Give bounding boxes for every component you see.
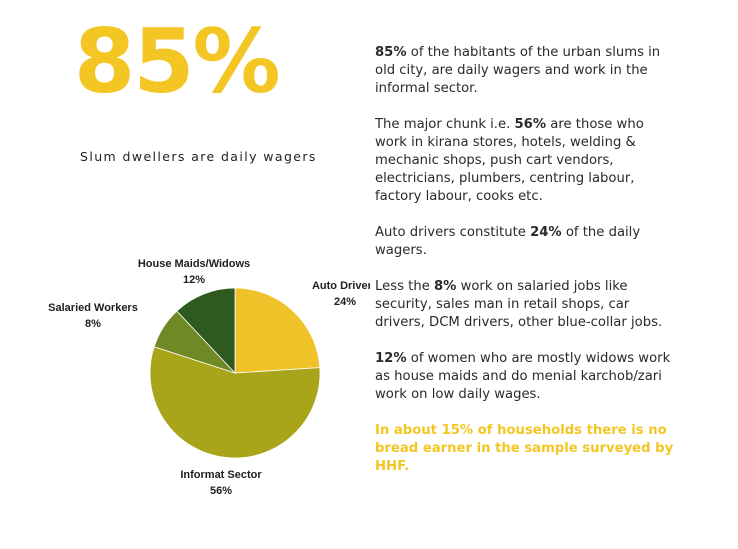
pie-slice-auto-drivers [234, 287, 321, 374]
paragraph-text: Less the [375, 279, 434, 294]
pie-label-value: 8% [85, 318, 101, 330]
paragraph-text: are those who work in kirana stores, hot… [375, 117, 644, 204]
paragraph-bold-figure: 12% [375, 351, 407, 366]
headline-caption: Slum dwellers are daily wagers [80, 149, 317, 164]
paragraph-bold-figure: 85% [375, 45, 407, 60]
headline-stat: 85% [74, 10, 281, 113]
paragraph-salaried: Less the 8% work on salaried jobs like s… [375, 278, 675, 332]
paragraph-auto-drivers: Auto drivers constitute 24% of the daily… [375, 224, 675, 260]
paragraph-women: 12% of women who are mostly widows work … [375, 350, 675, 404]
paragraph-bold-figure: 8% [434, 279, 457, 294]
pie-label-name: Informat Sector [180, 469, 262, 481]
text-column: 85% of the habitants of the urban slums … [375, 44, 675, 494]
paragraph-bold-figure: 24% [530, 225, 562, 240]
pie-slice-house-maids-widows [176, 287, 236, 375]
paragraph-text: work on salaried jobs like security, sal… [375, 279, 663, 330]
paragraph-text: of women who are mostly widows work as h… [375, 351, 671, 402]
paragraph-daily-wagers: 85% of the habitants of the urban slums … [375, 44, 675, 98]
paragraph-text: The major chunk i.e. [375, 117, 515, 132]
paragraph-text: of the habitants of the urban slums in o… [375, 45, 661, 96]
pie-chart: Auto Drivers 24% Informat Sector 56% Salarie… [48, 258, 370, 497]
paragraph-major-chunk: The major chunk i.e. 56% are those who w… [375, 116, 675, 206]
pie-label-value: 12% [183, 274, 205, 286]
pie-label-name: Auto Drivers [312, 280, 370, 292]
pie-label-name: House Maids/Widows [138, 258, 250, 270]
highlight-note: In about 15% of households there is no b… [375, 423, 674, 474]
pie-slice-informat-sector [149, 346, 321, 459]
pie-label-value: 56% [210, 485, 232, 497]
pie-label-value: 24% [334, 296, 356, 308]
paragraph-bold-figure: 56% [514, 117, 547, 132]
paragraph-text: of the daily wagers. [375, 225, 641, 258]
pie-label-name: Salaried Workers [48, 302, 138, 314]
paragraph-text: Auto drivers constitute [375, 225, 531, 240]
